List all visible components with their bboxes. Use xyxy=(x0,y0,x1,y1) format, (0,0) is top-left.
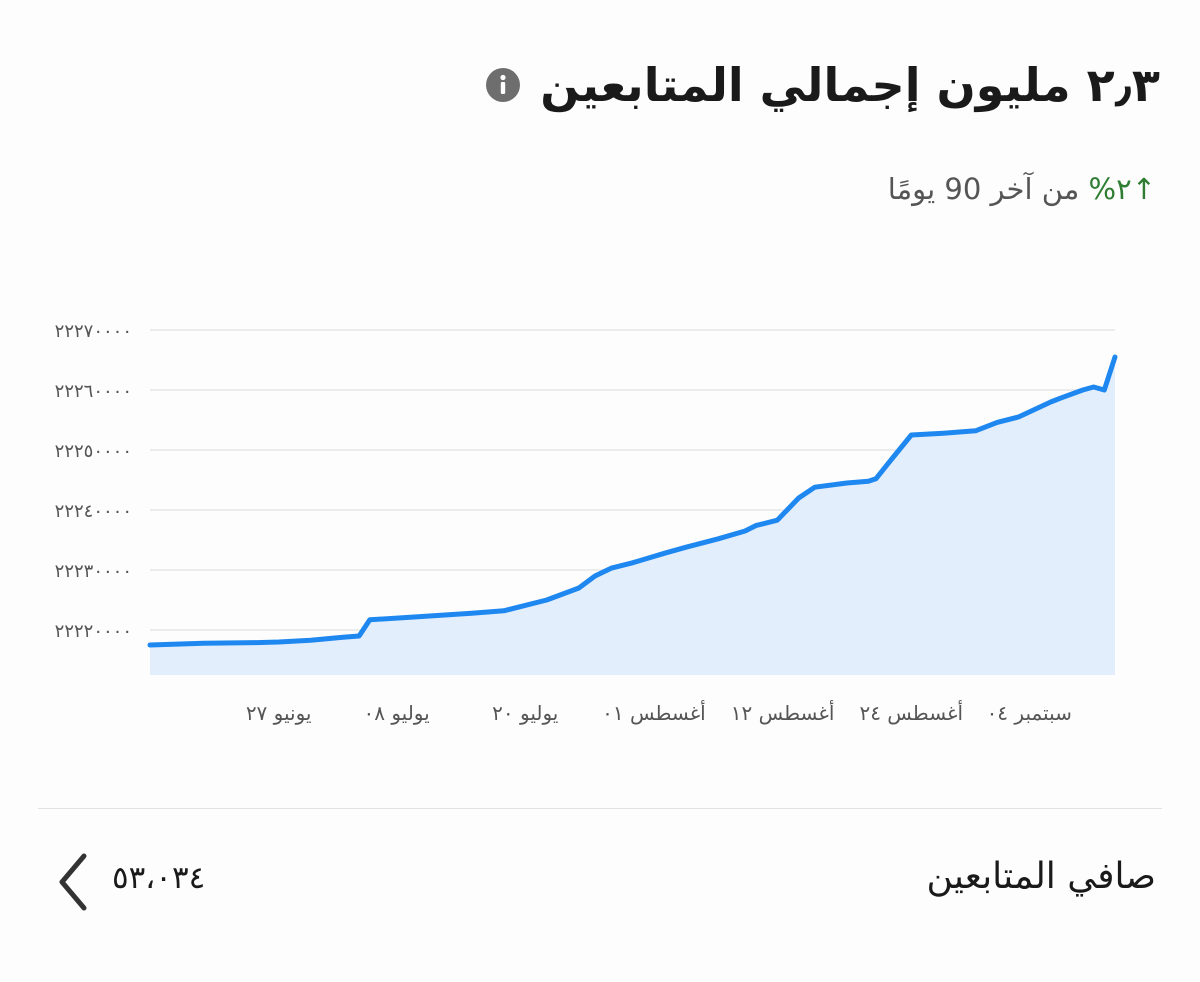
change-value: ↑٢% xyxy=(1088,172,1156,206)
x-tick-label: يونيو ٢٧ xyxy=(246,701,312,725)
divider xyxy=(38,808,1162,809)
net-followers-row[interactable]: صافي المتابعين ٥٣،٠٣٤ xyxy=(40,840,1160,930)
followers-chart: ٢٢٢٧٠٠٠٠ ٢٢٢٦٠٠٠٠ ٢٢٢٥٠٠٠٠ ٢٢٢٤٠٠٠٠ ٢٢٢٣٠٠٠٠… xyxy=(55,321,1118,725)
y-tick-label: ٢٢٢٧٠٠٠٠ xyxy=(55,321,132,342)
y-tick-label: ٢٢٢٥٠٠٠٠ xyxy=(55,441,132,462)
series-area xyxy=(150,357,1115,675)
y-tick-label: ٢٢٢٦٠٠٠٠ xyxy=(55,381,132,402)
x-tick-label: أغسطس ٢٤ xyxy=(859,700,963,725)
x-tick-label: يوليو ٠٨ xyxy=(364,701,430,725)
y-tick-label: ٢٢٢٢٠٠٠٠ xyxy=(55,621,132,642)
x-tick-label: أغسطس ١٢ xyxy=(731,700,835,725)
change-summary: ↑٢% من آخر 90 يومًا xyxy=(888,172,1156,206)
page-title: ٢٫٣ مليون إجمالي المتابعين xyxy=(540,58,1160,112)
x-tick-label: يوليو ٢٠ xyxy=(492,701,558,725)
header: ٢٫٣ مليون إجمالي المتابعين xyxy=(486,58,1160,112)
x-tick-label: سبتمبر ٠٤ xyxy=(987,701,1072,725)
series-line xyxy=(147,354,1118,648)
x-tick-label: أغسطس ٠١ xyxy=(602,700,706,725)
change-period: من آخر 90 يومًا xyxy=(887,172,1080,206)
net-followers-label: صافي المتابعين xyxy=(926,856,1156,897)
chevron-left-icon[interactable] xyxy=(54,850,92,914)
net-followers-value: ٥٣،٠٣٤ xyxy=(112,860,206,896)
y-tick-label: ٢٢٢٣٠٠٠٠ xyxy=(55,561,132,582)
info-icon[interactable] xyxy=(486,68,521,102)
y-tick-label: ٢٢٢٤٠٠٠٠ xyxy=(55,501,132,522)
